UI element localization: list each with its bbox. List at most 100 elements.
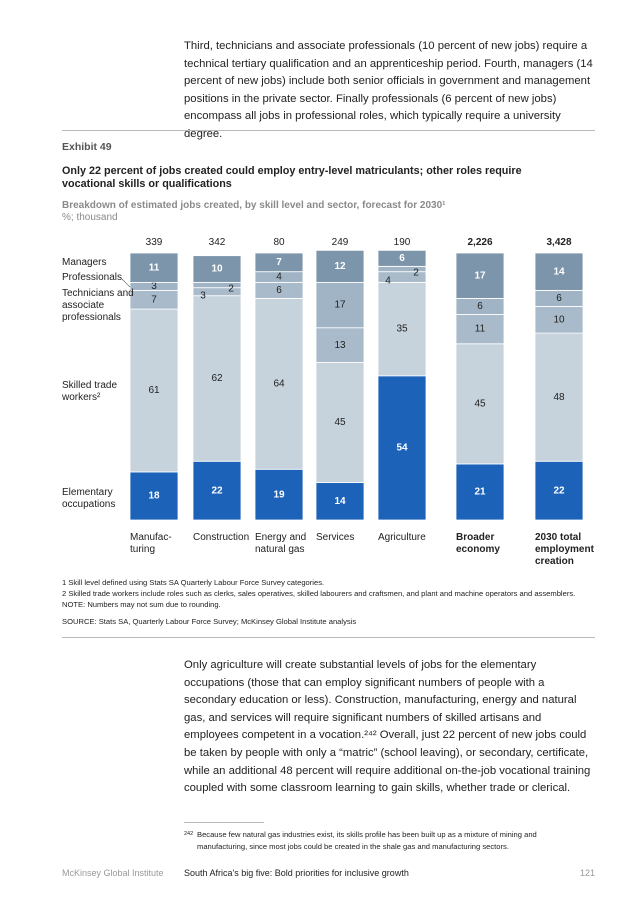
data-label: 22 (553, 485, 565, 496)
footer-center: South Africa's big five: Bold priorities… (184, 868, 409, 878)
bar-segment (315, 482, 365, 521)
total-label: 339 (145, 237, 163, 248)
data-label: 13 (334, 340, 346, 351)
x-tick-label: Energy and natural gas (255, 532, 307, 555)
source: SOURCE: Stats SA, Quarterly Labour Force… (62, 617, 357, 626)
data-label: 10 (553, 314, 565, 325)
data-label: 17 (474, 270, 486, 281)
data-label: 62 (211, 373, 223, 384)
bar-segment (315, 362, 365, 484)
legend-connector (121, 278, 131, 288)
x-tick-label: 2030 total employment creation (535, 532, 594, 567)
data-label: 21 (474, 487, 486, 498)
data-label: 3 (200, 290, 206, 301)
footnote-text: Because few natural gas industries exist… (197, 830, 537, 851)
bar-segment (254, 252, 304, 273)
body-paragraph: Only agriculture will create substantial… (184, 659, 591, 795)
data-label: 11 (149, 262, 160, 273)
data-label: 3 (151, 281, 157, 292)
bar-segment (534, 252, 584, 291)
data-label: 19 (273, 489, 285, 500)
data-label: 17 (334, 300, 346, 311)
data-label: 6 (477, 301, 483, 312)
bar-segment (455, 252, 505, 299)
x-tick-label: Services (316, 532, 355, 543)
bar-segment (377, 265, 427, 273)
footer-left: McKinsey Global Institute (62, 868, 164, 878)
chart-subtitle: Breakdown of estimated jobs created, by … (62, 200, 446, 211)
data-label: 54 (396, 443, 408, 454)
data-label: 12 (334, 261, 346, 272)
bar-segment (534, 460, 584, 521)
total-label: 190 (393, 237, 411, 248)
x-tick-label: Manufac- turing (130, 532, 172, 555)
data-label: 14 (553, 266, 565, 277)
data-label: 18 (148, 491, 160, 502)
note: 1 Skill level defined using Stats SA Qua… (62, 578, 325, 587)
data-label: 6 (276, 285, 282, 296)
data-label: 6 (399, 253, 405, 264)
bar-segment (534, 305, 584, 334)
data-label: 2 (413, 268, 419, 279)
rule (62, 130, 595, 131)
legend-label: Technicians and associate professionals (62, 288, 134, 323)
x-tick-label: Broader economy (456, 532, 500, 555)
chart-title: Only 22 percent of jobs created could em… (62, 165, 522, 190)
bar-segment (455, 343, 505, 465)
data-label: 45 (474, 398, 486, 409)
total-label: 342 (208, 237, 226, 248)
legend-label: Skilled trade workers² (62, 380, 118, 403)
footnote-rule (184, 822, 264, 823)
data-label: 2 (228, 284, 234, 295)
bar-segment (315, 249, 365, 283)
x-tick-label: Agriculture (378, 532, 426, 543)
bar-segment (129, 252, 179, 283)
x-tick-label: Construction (193, 532, 250, 543)
rule (62, 637, 595, 638)
bar-segment (192, 295, 242, 462)
bar-segment (192, 255, 242, 283)
data-label: 10 (211, 264, 223, 275)
legend-label: Elementary occupations (62, 487, 116, 510)
data-label: 64 (273, 378, 285, 389)
bar-segment (315, 281, 365, 329)
data-label: 22 (211, 485, 223, 496)
bar-segment (254, 297, 304, 470)
bar-segment (129, 471, 179, 521)
intro-paragraph: Third, technicians and associate profess… (184, 40, 593, 140)
data-label: 48 (553, 392, 565, 403)
bar-segment (377, 249, 427, 267)
data-label: 61 (148, 385, 160, 396)
note: NOTE: Numbers may not sum due to roundin… (62, 600, 221, 609)
data-label: 4 (276, 272, 282, 283)
legend-label: Professionals (62, 272, 123, 283)
data-label: 45 (334, 417, 346, 428)
chart-units: %; thousand (62, 212, 118, 223)
bar-segment (315, 327, 365, 363)
bar-segment (534, 332, 584, 462)
data-label: 7 (151, 294, 157, 305)
data-label: 35 (396, 324, 408, 335)
data-label: 4 (385, 276, 391, 287)
bar-segment (455, 314, 505, 345)
data-label: 14 (334, 496, 346, 507)
legend-label: Managers (62, 257, 107, 268)
footnote-number: 242 (184, 831, 194, 837)
data-label: 7 (276, 257, 282, 268)
bar-segment (192, 460, 242, 521)
note: 2 Skilled trade workers include roles su… (62, 589, 576, 598)
bar-segment (455, 463, 505, 521)
total-label: 249 (331, 237, 349, 248)
page-number: 121 (579, 868, 595, 878)
bar-segment (254, 468, 304, 521)
total-label: 2,226 (467, 237, 493, 248)
data-label: 11 (475, 324, 486, 335)
total-label: 3,428 (546, 237, 572, 248)
bar-segment (377, 375, 427, 521)
exhibit-label: Exhibit 49 (62, 141, 112, 153)
bar-segment (192, 281, 242, 289)
notes: 1 Skill level defined using Stats SA Qua… (62, 577, 602, 610)
data-label: 6 (556, 293, 562, 304)
